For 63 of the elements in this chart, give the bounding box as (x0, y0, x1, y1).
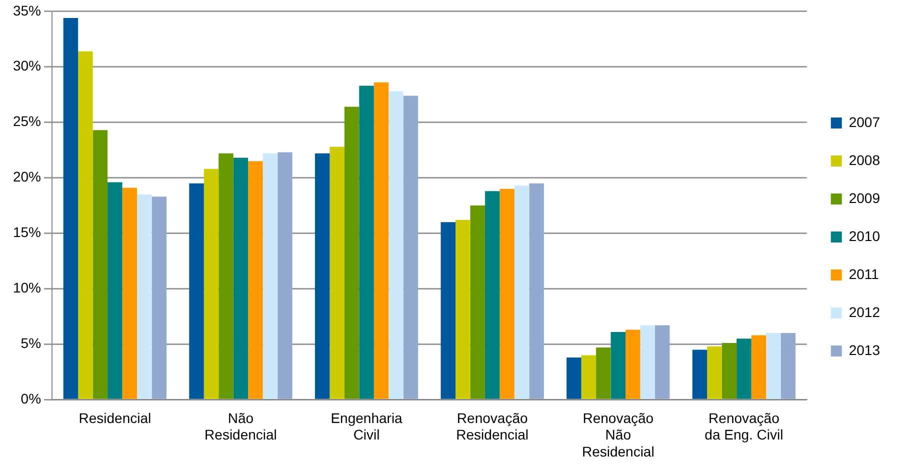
legend-label: 2008 (848, 152, 880, 168)
bar (108, 182, 122, 399)
bar (692, 350, 708, 399)
bar (152, 196, 167, 399)
bar (596, 347, 611, 399)
x-tick-label: Renovação Residencial (456, 410, 529, 443)
x-tick-label: Renovação da Eng. Civil (704, 410, 784, 443)
bar (262, 153, 278, 399)
bar (529, 183, 544, 399)
bar (233, 158, 248, 399)
y-tick-label: 20% (12, 168, 42, 185)
bar (314, 153, 330, 399)
bar (218, 153, 234, 399)
bar (654, 325, 670, 399)
legend-label: 2011 (848, 266, 880, 282)
bar (470, 206, 485, 399)
legend-label: 2007 (848, 114, 880, 130)
bar (330, 146, 344, 399)
bar (374, 82, 389, 399)
bar (566, 357, 582, 399)
bar (751, 335, 766, 399)
x-tick-label: Residencial (78, 410, 152, 426)
bar (278, 152, 292, 399)
bar (63, 18, 78, 399)
bar (359, 86, 374, 399)
bar (581, 355, 596, 399)
legend-label: 2013 (848, 342, 880, 358)
x-tick-label: Não Residencial (204, 410, 277, 443)
bar (122, 188, 138, 399)
y-tick-label: 15% (12, 224, 42, 240)
bar (189, 183, 204, 399)
legend-label: 2012 (848, 304, 880, 320)
legend-label: 2010 (848, 228, 880, 244)
bar (766, 333, 781, 399)
bar (137, 194, 152, 399)
bar (780, 333, 796, 399)
bar (403, 96, 418, 399)
bar (78, 51, 93, 399)
bar (514, 186, 530, 399)
y-tick-label: 35% (12, 2, 42, 18)
y-tick-label: 5% (20, 335, 42, 351)
bar (626, 330, 640, 399)
bar (640, 325, 655, 399)
bar (610, 332, 626, 399)
legend-label: 2009 (848, 190, 880, 206)
bar (440, 222, 456, 399)
bar (484, 191, 500, 399)
bar (344, 106, 360, 399)
y-tick-label: 30% (12, 58, 42, 74)
bar (736, 338, 752, 399)
x-tick-label: Engenharia Civil (330, 410, 403, 443)
bar (456, 220, 470, 399)
bar (388, 91, 404, 399)
bar (248, 161, 263, 399)
x-tick-label: Renovação Não Residencial (582, 410, 654, 460)
bar (500, 188, 514, 399)
bar (204, 168, 219, 399)
bar (92, 130, 108, 399)
bar (722, 343, 737, 399)
y-tick-label: 25% (12, 113, 42, 130)
y-tick-label: 10% (12, 280, 42, 296)
bar (707, 346, 722, 399)
y-tick-label: 0% (20, 390, 42, 406)
